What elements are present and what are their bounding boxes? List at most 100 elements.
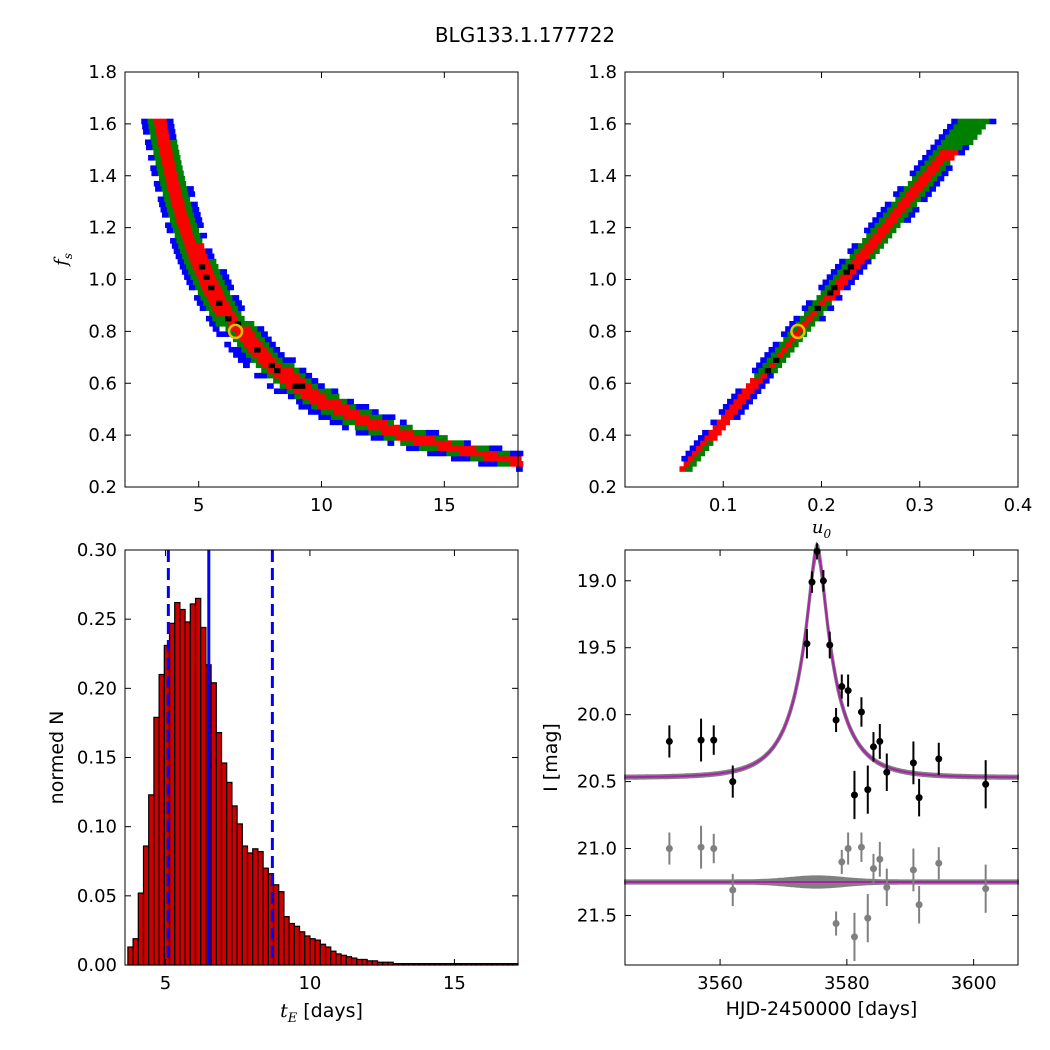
density-cell	[172, 180, 180, 187]
density-cell	[355, 404, 363, 410]
density-cell	[912, 191, 920, 197]
density-cell	[824, 284, 832, 291]
density-cell	[822, 279, 830, 286]
density-cell	[266, 372, 274, 379]
y-tick-label: 0.6	[588, 373, 617, 394]
density-cell	[209, 300, 217, 306]
density-cell	[872, 248, 880, 254]
density-cell	[315, 398, 323, 405]
density-cell	[440, 435, 448, 441]
density-cell	[258, 352, 266, 358]
density-cell	[324, 414, 332, 420]
x-axis-label-sub: 0	[823, 527, 831, 541]
y-tick-label: 1.8	[588, 62, 617, 83]
density-cell	[412, 440, 420, 446]
density-cell	[311, 404, 319, 410]
density-cell	[362, 429, 369, 436]
density-cell	[791, 341, 799, 348]
density-cell	[370, 435, 378, 441]
density-cell	[367, 424, 375, 431]
density-cell	[979, 123, 986, 130]
axes-frame	[624, 549, 1019, 966]
density-cell	[489, 445, 496, 452]
density-cell	[196, 274, 204, 280]
density-cell	[926, 180, 934, 187]
x-axis-label: HJD-2450000 [days]	[726, 998, 918, 1020]
density-cell	[220, 284, 228, 291]
density-cell	[164, 139, 171, 146]
density-cell	[211, 279, 219, 286]
density-cell	[235, 331, 243, 337]
density-cell	[179, 206, 187, 213]
density-cell	[772, 341, 780, 348]
data-point	[803, 640, 811, 648]
density-cell	[298, 404, 306, 410]
y-tick-label: 0.05	[77, 886, 117, 907]
density-cell	[710, 435, 718, 441]
x-axis-label-main: t	[280, 1000, 288, 1022]
histogram-bar	[142, 845, 150, 966]
density-cell	[864, 258, 872, 265]
density-cell	[957, 134, 965, 140]
density-cell	[829, 295, 837, 301]
density-cell	[352, 409, 360, 415]
density-cell	[173, 227, 180, 234]
density-cell	[266, 383, 274, 389]
density-cell	[957, 118, 965, 125]
density-cell	[169, 217, 177, 223]
density-cell	[229, 331, 236, 337]
density-cell	[702, 429, 709, 436]
density-cell	[193, 232, 201, 239]
density-cell	[691, 450, 699, 457]
density-cell	[764, 367, 772, 374]
density-cell	[235, 300, 242, 306]
data-point	[982, 780, 990, 788]
density-cell	[918, 160, 925, 166]
y-tick-label: 1.6	[588, 114, 617, 135]
density-cell	[220, 269, 227, 275]
density-cell	[941, 139, 948, 146]
density-cell	[308, 398, 316, 405]
density-cell	[188, 191, 196, 197]
density-cell	[180, 186, 188, 192]
density-cell	[261, 367, 269, 374]
density-cell	[164, 170, 171, 177]
density-cell	[463, 445, 471, 452]
density-cell	[166, 149, 173, 156]
density-cell	[247, 321, 255, 327]
y-tick-label: 1.2	[588, 218, 617, 239]
density-cell	[231, 305, 239, 312]
density-cell	[393, 424, 400, 431]
density-cell	[470, 455, 477, 462]
density-cell	[748, 388, 755, 395]
density-cell	[951, 118, 959, 125]
data-point	[729, 886, 737, 894]
density-cell	[173, 248, 181, 254]
density-cell	[234, 321, 242, 327]
data-point	[982, 885, 990, 893]
density-cell	[912, 206, 920, 213]
density-cell	[444, 445, 452, 452]
density-cell	[201, 253, 208, 260]
density-cell	[304, 404, 312, 410]
density-cell	[156, 134, 164, 140]
density-cell	[856, 269, 864, 275]
density-cell	[425, 445, 433, 452]
x-tick-label: 5	[193, 495, 204, 516]
density-cell	[174, 160, 182, 166]
density-cell	[176, 217, 184, 223]
density-cell	[280, 388, 288, 395]
density-cell	[897, 201, 905, 208]
density-cell	[228, 310, 236, 317]
density-cell	[207, 253, 215, 260]
density-cell	[336, 419, 343, 426]
density-cell	[895, 196, 903, 203]
density-cell	[387, 429, 395, 436]
density-cell	[388, 414, 396, 420]
density-cell	[374, 419, 382, 426]
density-cell	[185, 227, 193, 234]
histogram-bar	[340, 954, 347, 966]
density-cell	[839, 258, 846, 265]
density-cell	[184, 201, 192, 208]
histogram-bar	[210, 682, 217, 966]
